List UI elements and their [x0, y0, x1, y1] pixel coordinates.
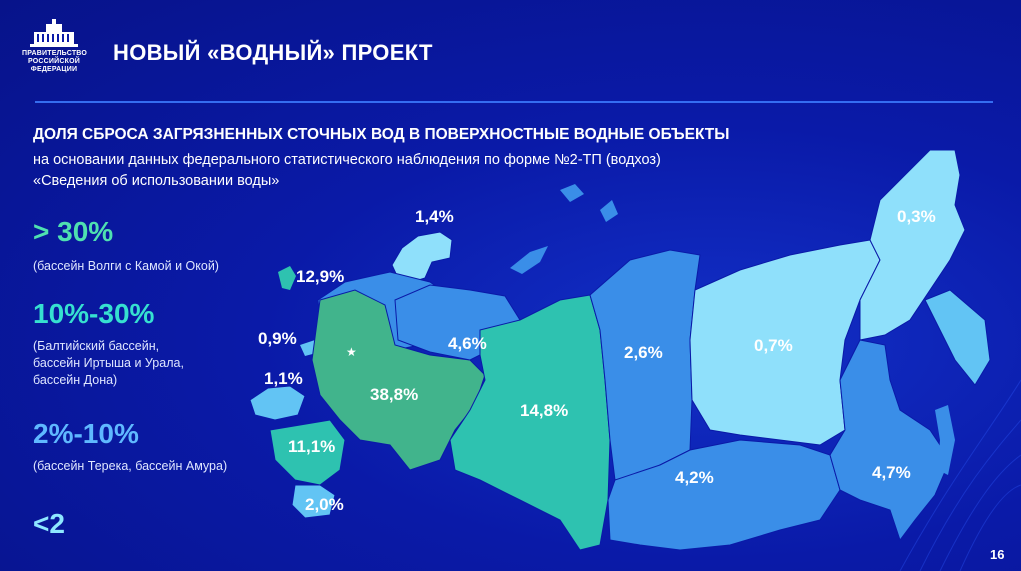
- region-volga: [311, 289, 486, 471]
- arctic-islands: [510, 184, 618, 274]
- page-number: 16: [990, 547, 1005, 562]
- label-lena: 0,7%: [754, 336, 793, 355]
- label-western: 1,1%: [264, 369, 303, 388]
- label-don: 11,1%: [288, 437, 335, 456]
- legend-note-line: бассейн Дона): [33, 373, 118, 387]
- legend-note-line: (Балтийский бассейн,: [33, 339, 160, 353]
- legend-note-line: (бассейн Волги с Камой и Окой): [33, 259, 219, 273]
- label-baikal: 4,2%: [675, 468, 714, 487]
- region-chukotka: [859, 149, 966, 341]
- legend-note-line: бассейн Иртыша и Урала,: [33, 356, 184, 370]
- label-chukotka: 0,3%: [897, 207, 936, 226]
- label-amur: 4,7%: [872, 463, 911, 482]
- label-caspian: 2,0%: [305, 495, 344, 514]
- label-northern: 4,6%: [448, 334, 487, 353]
- label-novaya-zemlya: 12,9%: [296, 267, 344, 286]
- org-name-line-3: ФЕДЕРАЦИИ: [30, 66, 78, 73]
- label-volga: 38,8%: [370, 385, 418, 404]
- region-sakhalin: [935, 405, 955, 475]
- description-line-1: на основании данных федерального статист…: [33, 152, 661, 168]
- legend-note-10-30: (Балтийский бассейн, бассейн Иртыша и Ур…: [33, 338, 184, 389]
- government-building-icon: [30, 19, 78, 47]
- region-amur: [829, 339, 951, 542]
- legend-note-2-10: (бассейн Терека, бассейн Амура): [33, 458, 227, 475]
- moscow-star-icon: ★: [346, 345, 357, 359]
- region-baltic: [249, 385, 306, 421]
- legend-value-2-10: 2%-10%: [33, 418, 139, 449]
- legend-value-under-2: <2: [33, 508, 65, 539]
- legend-value-10-30: 10%-30%: [33, 298, 155, 329]
- label-barents: 1,4%: [415, 207, 454, 226]
- region-kamchatka: [924, 289, 991, 386]
- label-yenisei: 2,6%: [624, 343, 663, 362]
- chart-description: на основании данных федерального статист…: [33, 150, 661, 192]
- slide-title: НОВЫЙ «ВОДНЫЙ» ПРОЕКТ: [113, 40, 433, 65]
- label-baltic: 0,9%: [258, 329, 297, 348]
- region-don: [269, 419, 346, 486]
- org-name-line-1: ПРАВИТЕЛЬСТВО: [22, 50, 88, 57]
- title-divider: [35, 101, 993, 103]
- legend-note-over-30: (бассейн Волги с Камой и Окой): [33, 258, 219, 275]
- decorative-wave-lines: [899, 379, 1021, 571]
- region-caspian: [291, 484, 336, 519]
- org-name-line-2: РОССИЙСКОЙ: [28, 58, 80, 65]
- legend-value-over-30: > 30%: [33, 216, 114, 247]
- label-irtysh: 14,8%: [520, 401, 568, 420]
- legend-note-line: (бассейн Терека, бассейн Амура): [33, 459, 228, 473]
- description-line-2: «Сведения об использовании воды»: [33, 173, 280, 189]
- region-novaya-zemlya: [278, 266, 296, 290]
- chart-subtitle: ДОЛЯ СБРОСА ЗАГРЯЗНЕННЫХ СТОЧНЫХ ВОД В П…: [33, 126, 730, 143]
- government-logo: ПРАВИТЕЛЬСТВО РОССИЙСКОЙ ФЕДЕРАЦИИ: [22, 18, 88, 74]
